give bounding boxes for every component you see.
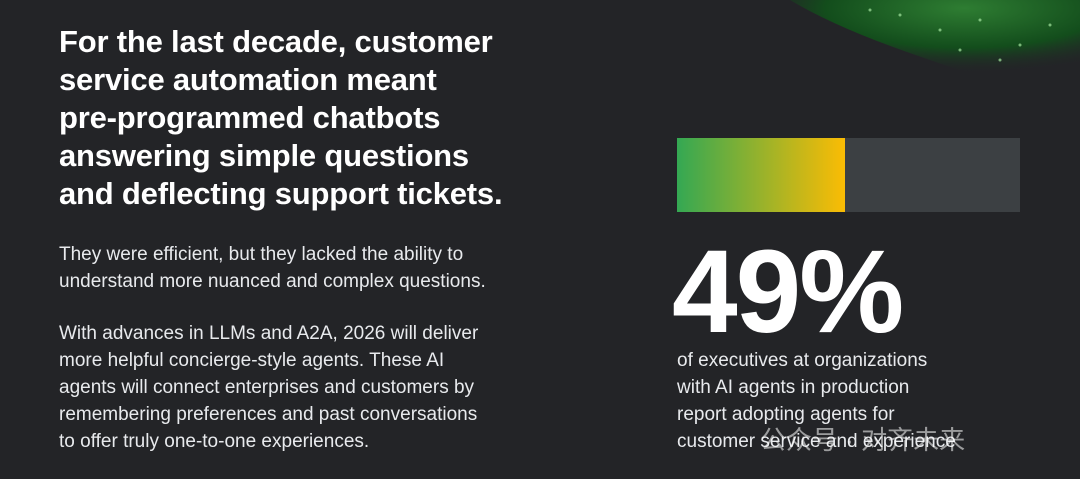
text-line: customer service and experience [677, 431, 956, 452]
stat-value: 49% [672, 226, 904, 358]
text-line: and deflecting support tickets. [59, 176, 503, 211]
text-line: remembering preferences and past convers… [59, 404, 478, 425]
text-line: of executives at organizations [677, 350, 928, 371]
progress-fill [677, 138, 846, 212]
text-line: With advances in LLMs and A2A, 2026 will… [59, 323, 479, 344]
text-line: more helpful concierge-style agents. The… [59, 350, 445, 371]
text-line: service automation meant [59, 62, 437, 97]
text-line: answering simple questions [59, 138, 469, 173]
paragraph: They were efficient, but they lacked the… [59, 241, 486, 295]
text-line: agents will connect enterprises and cust… [59, 377, 475, 398]
text-line: For the last decade, customer [59, 24, 493, 59]
decoration [790, 0, 1080, 83]
stat-description: of executives at organizations with AI ag… [677, 347, 956, 455]
watermark: 公众号 · 对齐未来 [760, 425, 966, 455]
text-line: with AI agents in production [677, 377, 910, 398]
progress-bar [677, 138, 1020, 212]
text-line: pre-programmed chatbots [59, 100, 441, 135]
paragraph: With advances in LLMs and A2A, 2026 will… [59, 320, 478, 455]
text-line: understand more nuanced and complex ques… [59, 271, 486, 292]
text-line: to offer truly one-to-one experiences. [59, 431, 370, 452]
text-line: report adopting agents for [677, 404, 895, 425]
headline: For the last decade, customer service aut… [59, 23, 503, 213]
text-line: They were efficient, but they lacked the… [59, 244, 464, 265]
